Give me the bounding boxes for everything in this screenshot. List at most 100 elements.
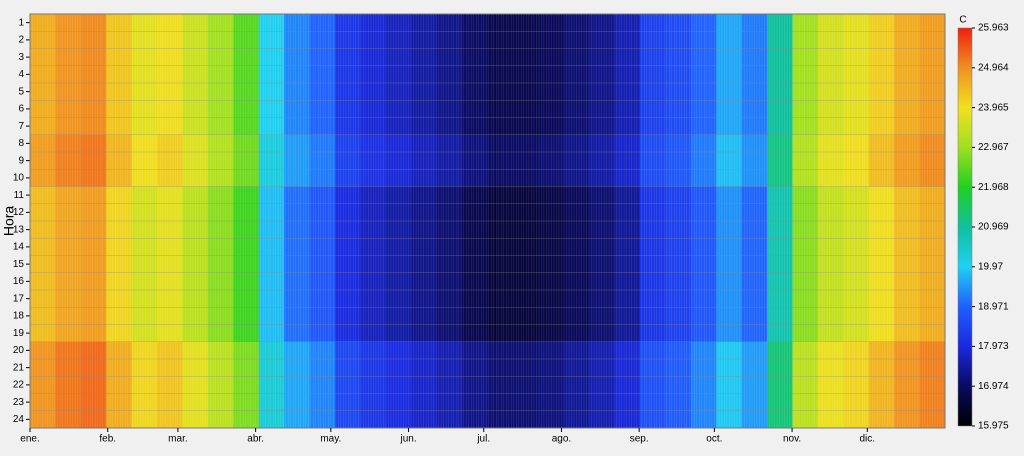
heat-cell	[538, 186, 565, 205]
heat-cell	[462, 134, 488, 153]
heat-cell	[284, 307, 310, 325]
y-tick-label: 3	[18, 52, 24, 63]
heat-cell	[589, 186, 615, 205]
heat-cell	[792, 341, 819, 360]
heat-cell	[487, 186, 514, 205]
heat-cell	[487, 307, 514, 325]
heat-cell	[131, 393, 158, 412]
heat-cell	[512, 238, 539, 256]
heat-cell	[30, 48, 56, 67]
heat-cell	[640, 31, 666, 49]
heat-cell	[284, 221, 310, 239]
heat-cell	[309, 169, 336, 187]
heat-cell	[690, 65, 717, 84]
heat-cell	[690, 324, 717, 343]
heat-cell	[106, 83, 133, 101]
heat-cell	[411, 186, 438, 205]
heat-cell	[335, 324, 361, 343]
heat-cell	[385, 272, 412, 291]
heat-cell	[80, 359, 107, 377]
heat-cell	[411, 307, 438, 325]
heat-cell	[411, 169, 438, 187]
heat-cell	[538, 152, 565, 170]
heat-cell	[843, 100, 870, 118]
heat-cell	[538, 83, 565, 101]
heat-cell	[487, 152, 514, 170]
heat-cell	[462, 186, 488, 205]
heat-cell	[462, 117, 488, 136]
heat-cell	[411, 117, 438, 136]
heat-cell	[30, 376, 56, 394]
heat-cell	[843, 307, 870, 325]
heat-cell	[157, 48, 183, 67]
heat-cell	[411, 203, 438, 222]
heat-cell	[817, 410, 844, 429]
heat-cell	[817, 341, 844, 360]
heat-cell	[284, 341, 310, 360]
heat-cell	[894, 117, 920, 136]
heat-cell	[207, 14, 234, 32]
heat-cell	[284, 272, 310, 291]
heat-cell	[843, 290, 870, 308]
heat-cell	[309, 186, 336, 205]
heat-cell	[868, 203, 895, 222]
heat-cell	[767, 31, 793, 49]
heat-cell	[30, 359, 56, 377]
heat-cell	[614, 359, 641, 377]
y-tick-label: 1	[18, 17, 24, 28]
heat-cell	[157, 221, 183, 239]
heat-cell	[487, 83, 514, 101]
heat-cell	[80, 290, 107, 308]
heat-cell	[538, 134, 565, 153]
heat-cell	[919, 410, 946, 429]
heat-cell	[741, 31, 768, 49]
heat-cell	[665, 376, 692, 394]
heat-cell	[106, 290, 133, 308]
heat-cell	[106, 48, 133, 67]
heat-cell	[436, 100, 463, 118]
heat-cell	[538, 272, 565, 291]
heat-cell	[665, 341, 692, 360]
heat-cell	[690, 31, 717, 49]
heat-cell	[80, 341, 107, 360]
colorbar-tick-label: 17.973	[978, 341, 1009, 352]
heat-cell	[919, 186, 946, 205]
heat-cell	[868, 290, 895, 308]
heat-cell	[436, 238, 463, 256]
heat-cell	[360, 186, 387, 205]
heat-cell	[843, 359, 870, 377]
heat-cell	[487, 238, 514, 256]
heat-cell	[716, 290, 743, 308]
heat-cell	[741, 376, 768, 394]
heat-cell	[309, 65, 336, 84]
heat-cell	[690, 134, 717, 153]
heat-cell	[512, 359, 539, 377]
heat-cell	[690, 307, 717, 325]
heat-cell	[487, 255, 514, 274]
heat-cell	[30, 238, 56, 256]
heat-cell	[792, 31, 819, 49]
heat-cell	[385, 117, 412, 136]
heat-cell	[360, 410, 387, 429]
heat-cell	[665, 134, 692, 153]
heat-cell	[157, 272, 183, 291]
heat-cell	[411, 255, 438, 274]
y-tick-label: 9	[18, 155, 24, 166]
heat-cell	[360, 134, 387, 153]
heat-cell	[385, 410, 412, 429]
x-tick-label: dic.	[860, 434, 876, 445]
heat-cell	[868, 376, 895, 394]
heat-cell	[589, 152, 615, 170]
heat-cell	[716, 186, 743, 205]
heat-cell	[335, 255, 361, 274]
heat-cell	[487, 169, 514, 187]
heat-cell	[233, 48, 260, 67]
heat-cell	[538, 221, 565, 239]
heat-cell	[131, 14, 158, 32]
heat-cell	[817, 100, 844, 118]
heat-cell	[716, 307, 743, 325]
heat-cell	[665, 324, 692, 343]
heat-cell	[30, 117, 56, 136]
heat-cell	[436, 203, 463, 222]
heat-cell	[80, 410, 107, 429]
